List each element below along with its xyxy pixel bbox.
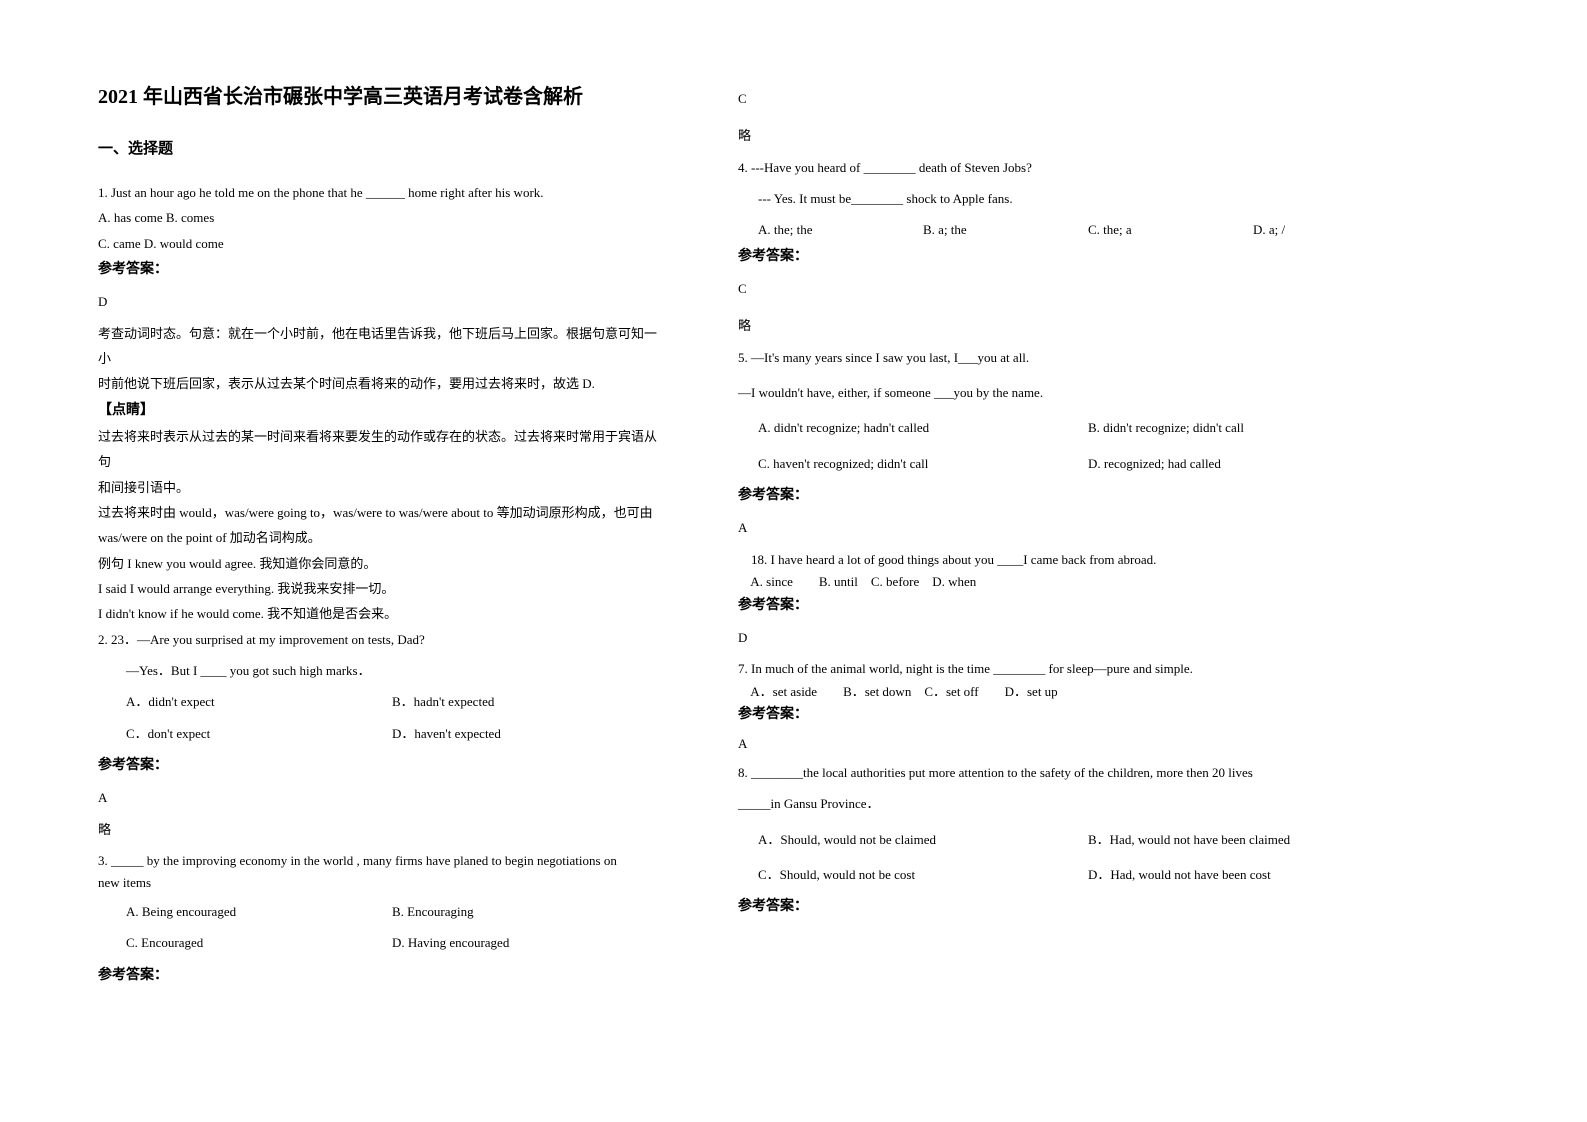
q4-option-row: A. the; the B. a; the C. the; a D. a; /	[738, 217, 1418, 242]
q6-answer-label: 参考答案：	[738, 592, 1418, 619]
q1-tip-line: 例句 I knew you would agree. 我知道你会同意的。	[98, 551, 658, 576]
q4-stem-line: 4. ---Have you heard of ________ death o…	[738, 155, 1418, 180]
q7-options: A．set aside B．set down C．set off D．set u…	[738, 682, 1418, 702]
q3-answer: C	[738, 86, 1418, 111]
q5-option-a: A. didn't recognize; hadn't called	[758, 415, 1088, 440]
q4-option-a: A. the; the	[758, 217, 923, 242]
q1-tip-label: 【点睛】	[98, 397, 658, 424]
q8-option-d: D．Had, would not have been cost	[1088, 862, 1418, 887]
q2-option-c: C．don't expect	[126, 721, 392, 746]
q3-option-c: C. Encouraged	[126, 930, 392, 955]
q3-option-d: D. Having encouraged	[392, 930, 658, 955]
q1-tip-line: I said I would arrange everything. 我说我来安…	[98, 576, 658, 601]
q4-omit: 略	[738, 313, 1418, 338]
q8-option-row: A．Should, would not be claimed B．Had, wo…	[738, 827, 1418, 852]
q7-answer-label: 参考答案：	[738, 701, 1418, 728]
q6-answer: D	[738, 625, 1418, 650]
q1-tip-line: 和间接引语中。	[98, 475, 658, 500]
q3-option-row: C. Encouraged D. Having encouraged	[98, 930, 658, 955]
q5-stem-line: —I wouldn't have, either, if someone ___…	[738, 380, 1418, 405]
q1-option-cd: C. came D. would come	[98, 231, 658, 256]
q5-option-row: C. haven't recognized; didn't call D. re…	[738, 451, 1418, 476]
q3-answer-label: 参考答案：	[98, 962, 658, 989]
q6-stem: 18. I have heard a lot of good things ab…	[738, 547, 1418, 572]
q5-option-c: C. haven't recognized; didn't call	[758, 451, 1088, 476]
q1-stem: 1. Just an hour ago he told me on the ph…	[98, 180, 658, 205]
q1-explanation-line: 时前他说下班后回家，表示从过去某个时间点看将来的动作，要用过去将来时，故选 D.	[98, 371, 658, 396]
q2-stem-line: 2. 23．—Are you surprised at my improveme…	[98, 627, 658, 652]
q5-option-b: B. didn't recognize; didn't call	[1088, 415, 1418, 440]
q8-option-b: B．Had, would not have been claimed	[1088, 827, 1418, 852]
q4-stem-line: --- Yes. It must be________ shock to App…	[738, 186, 1418, 211]
q3-stem-line: new items	[98, 873, 658, 893]
q2-answer: A	[98, 785, 658, 810]
q3-option-a: A. Being encouraged	[126, 899, 392, 924]
q5-answer: A	[738, 515, 1418, 540]
q4-option-b: B. a; the	[923, 217, 1088, 242]
q5-answer-label: 参考答案：	[738, 482, 1418, 509]
q7-stem: 7. In much of the animal world, night is…	[738, 656, 1418, 681]
q2-answer-label: 参考答案：	[98, 752, 658, 779]
q5-option-d: D. recognized; had called	[1088, 451, 1418, 476]
q2-option-row: C．don't expect D．haven't expected	[98, 721, 658, 746]
q3-stem-line: 3. _____ by the improving economy in the…	[98, 848, 658, 873]
left-column: 2021 年山西省长治市碾张中学高三英语月考试卷含解析 一、选择题 1. Jus…	[98, 80, 658, 989]
q5-stem-line: 5. —It's many years since I saw you last…	[738, 345, 1418, 370]
q1-tip-line: I didn't know if he would come. 我不知道他是否会…	[98, 601, 658, 626]
page: 2021 年山西省长治市碾张中学高三英语月考试卷含解析 一、选择题 1. Jus…	[0, 0, 1587, 1029]
q4-answer: C	[738, 276, 1418, 301]
q2-option-a: A．didn't expect	[126, 689, 392, 714]
q1-answer: D	[98, 289, 658, 314]
q5-option-row: A. didn't recognize; hadn't called B. di…	[738, 415, 1418, 440]
q4-answer-label: 参考答案：	[738, 243, 1418, 270]
q3-option-row: A. Being encouraged B. Encouraging	[98, 899, 658, 924]
q1-answer-label: 参考答案：	[98, 256, 658, 283]
q1-tip-line: was/were on the point of 加动名词构成。	[98, 525, 658, 550]
q2-option-d: D．haven't expected	[392, 721, 658, 746]
q1-tip-line: 过去将来时由 would，was/were going to，was/were …	[98, 500, 658, 525]
q1-tip-line: 过去将来时表示从过去的某一时间来看将来要发生的动作或存在的状态。过去将来时常用于…	[98, 424, 658, 475]
q4-option-c: C. the; a	[1088, 217, 1253, 242]
q8-stem-line: _____in Gansu Province．	[738, 791, 1418, 816]
q2-option-row: A．didn't expect B．hadn't expected	[98, 689, 658, 714]
document-title: 2021 年山西省长治市碾张中学高三英语月考试卷含解析	[98, 80, 658, 109]
q8-stem-line: 8. ________the local authorities put mor…	[738, 760, 1418, 785]
q3-option-b: B. Encouraging	[392, 899, 658, 924]
q2-option-b: B．hadn't expected	[392, 689, 658, 714]
q1-option-ab: A. has come B. comes	[98, 205, 658, 230]
q1-explanation-line: 考查动词时态。句意：就在一个小时前，他在电话里告诉我，他下班后马上回家。根据句意…	[98, 321, 658, 372]
q8-answer-label: 参考答案：	[738, 893, 1418, 920]
q2-stem-line: —Yes．But I ____ you got such high marks．	[98, 658, 658, 683]
q7-answer: A	[738, 734, 1418, 754]
q8-option-row: C．Should, would not be cost D．Had, would…	[738, 862, 1418, 887]
section-heading: 一、选择题	[98, 137, 658, 158]
q8-option-c: C．Should, would not be cost	[758, 862, 1088, 887]
right-column: C 略 4. ---Have you heard of ________ dea…	[738, 80, 1418, 989]
q4-option-d: D. a; /	[1253, 217, 1418, 242]
q2-omit: 略	[98, 817, 658, 842]
q3-omit: 略	[738, 123, 1418, 148]
q8-option-a: A．Should, would not be claimed	[758, 827, 1088, 852]
q6-options: A. since B. until C. before D. when	[738, 572, 1418, 592]
